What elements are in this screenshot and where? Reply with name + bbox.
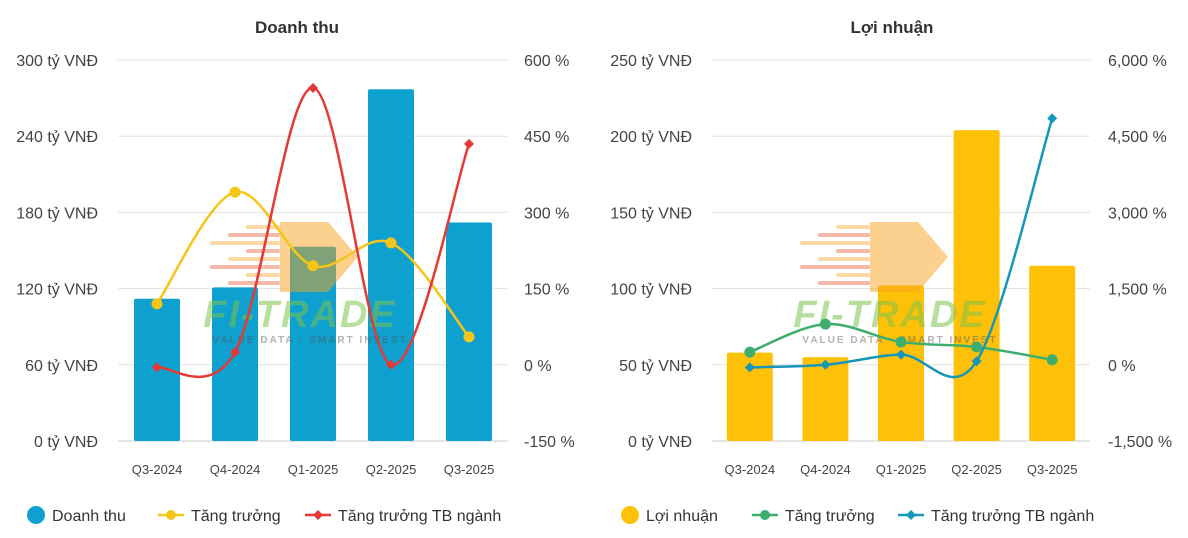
point [895, 336, 907, 348]
chart-loi-nhuan: Lợi nhuận 0 tỷ VNĐ -1,500 % 50 tỷ VNĐ 0 % 100… [610, 18, 1172, 525]
legend-item: Doanh thu [27, 506, 126, 525]
y-right-tick-label: -150 % [524, 434, 575, 451]
y-right-tick-label: 600 % [524, 53, 569, 70]
legend-label: Tăng trưởng TB ngành [931, 508, 1094, 525]
point [307, 260, 319, 272]
y-left-tick-label: 200 tỷ VNĐ [610, 129, 692, 146]
y-right-tick-label: -1,500 % [1108, 434, 1172, 451]
y-left-tick-label: 300 tỷ VNĐ [16, 53, 98, 70]
series-line [749, 118, 1054, 379]
legend-swatch [27, 506, 45, 524]
point [385, 237, 397, 249]
x-tick-label: Q2-2025 [951, 462, 1002, 477]
x-tick-label: Q1-2025 [876, 462, 927, 477]
legend-label: Tăng trưởng TB ngành [338, 508, 501, 525]
y-left-tick-label: 100 tỷ VNĐ [610, 282, 692, 299]
y-right-tick-label: 3,000 % [1108, 205, 1167, 222]
watermark-arrow-icon [280, 222, 358, 292]
x-tick-label: Q2-2025 [366, 462, 417, 477]
point [386, 359, 396, 370]
point [819, 318, 831, 330]
x-tick-label: Q3-2025 [444, 462, 495, 477]
x-tick-label: Q3-2025 [1027, 462, 1078, 477]
bar [290, 246, 336, 441]
watermark-arrow-icon [870, 222, 948, 292]
bar [1029, 265, 1076, 441]
x-tick-label: Q4-2024 [800, 462, 851, 477]
y-right-tick-label: 6,000 % [1108, 53, 1167, 70]
y-left-tick-label: 50 tỷ VNĐ [619, 358, 692, 375]
legend-item: Tăng trưởng [752, 508, 875, 525]
y-right-tick-label: 0 % [1108, 358, 1136, 375]
point [820, 359, 831, 370]
x-tick-label: Q3-2024 [132, 462, 183, 477]
point [971, 341, 983, 353]
legend-marker [313, 510, 323, 520]
legend-marker [906, 510, 916, 520]
point [151, 298, 163, 310]
bar [802, 357, 849, 441]
bar [953, 130, 1000, 441]
chart-doanh-thu: Doanh thu 0 tỷ VNĐ -150 % 60 tỷ VNĐ 0 % 120 t… [16, 18, 575, 525]
x-tick-label: Q3-2024 [725, 462, 776, 477]
point [152, 362, 162, 373]
point [744, 346, 756, 358]
chart-title: Doanh thu [255, 18, 339, 37]
legend-item: Lợi nhuận [621, 506, 718, 525]
chart-title: Lợi nhuận [851, 18, 934, 37]
point [744, 362, 755, 373]
point [308, 82, 318, 93]
legend-label: Lợi nhuận [646, 508, 718, 525]
y-left-tick-label: 0 tỷ VNĐ [34, 434, 98, 451]
y-left-tick-label: 0 tỷ VNĐ [628, 434, 692, 451]
bar [726, 352, 773, 441]
y-right-tick-label: 150 % [524, 282, 569, 299]
bar [368, 89, 414, 442]
legend-marker [760, 510, 770, 520]
legend-marker [166, 510, 176, 520]
point [464, 138, 474, 149]
watermark-brand: FI-TRADE [203, 294, 396, 336]
y-left-tick-label: 180 tỷ VNĐ [16, 205, 98, 222]
y-right-tick-label: 0 % [524, 358, 552, 375]
point [463, 331, 475, 343]
watermark-tagline: VALUE DATA - SMART INVEST [212, 335, 407, 346]
bar [878, 285, 924, 441]
y-right-tick-label: 4,500 % [1108, 129, 1167, 146]
y-right-tick-label: 300 % [524, 205, 569, 222]
legend-item: Tăng trưởng [158, 508, 281, 525]
y-right-tick-label: 1,500 % [1108, 282, 1167, 299]
y-right-tick-label: 450 % [524, 129, 569, 146]
legend-label: Doanh thu [52, 508, 126, 525]
point [1046, 354, 1058, 366]
legend-label: Tăng trưởng [785, 508, 875, 525]
y-left-tick-label: 240 tỷ VNĐ [16, 129, 98, 146]
y-left-tick-label: 120 tỷ VNĐ [16, 282, 98, 299]
point [230, 347, 240, 358]
x-tick-label: Q4-2024 [210, 462, 261, 477]
point [971, 356, 982, 367]
legend-label: Tăng trưởng [191, 508, 281, 525]
legend-item: Tăng trưởng TB ngành [305, 508, 501, 525]
watermark-brand: FI-TRADE [793, 294, 986, 336]
y-left-tick-label: 250 tỷ VNĐ [610, 53, 692, 70]
legend-swatch [621, 506, 639, 524]
point [229, 186, 241, 198]
point [1047, 113, 1058, 124]
legend-item: Tăng trưởng TB ngành [898, 508, 1094, 525]
point [896, 349, 906, 360]
y-left-tick-label: 60 tỷ VNĐ [25, 358, 98, 375]
x-tick-label: Q1-2025 [288, 462, 339, 477]
y-left-tick-label: 150 tỷ VNĐ [610, 205, 692, 222]
